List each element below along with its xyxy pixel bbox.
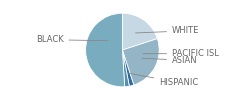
Text: HISPANIC: HISPANIC	[129, 73, 198, 87]
Wedge shape	[122, 13, 157, 50]
Wedge shape	[122, 50, 129, 87]
Text: ASIAN: ASIAN	[142, 56, 198, 65]
Wedge shape	[86, 13, 125, 87]
Text: WHITE: WHITE	[136, 26, 199, 35]
Wedge shape	[122, 39, 159, 85]
Text: BLACK: BLACK	[36, 35, 108, 44]
Wedge shape	[122, 50, 134, 86]
Text: PACIFIC ISL: PACIFIC ISL	[143, 49, 219, 58]
